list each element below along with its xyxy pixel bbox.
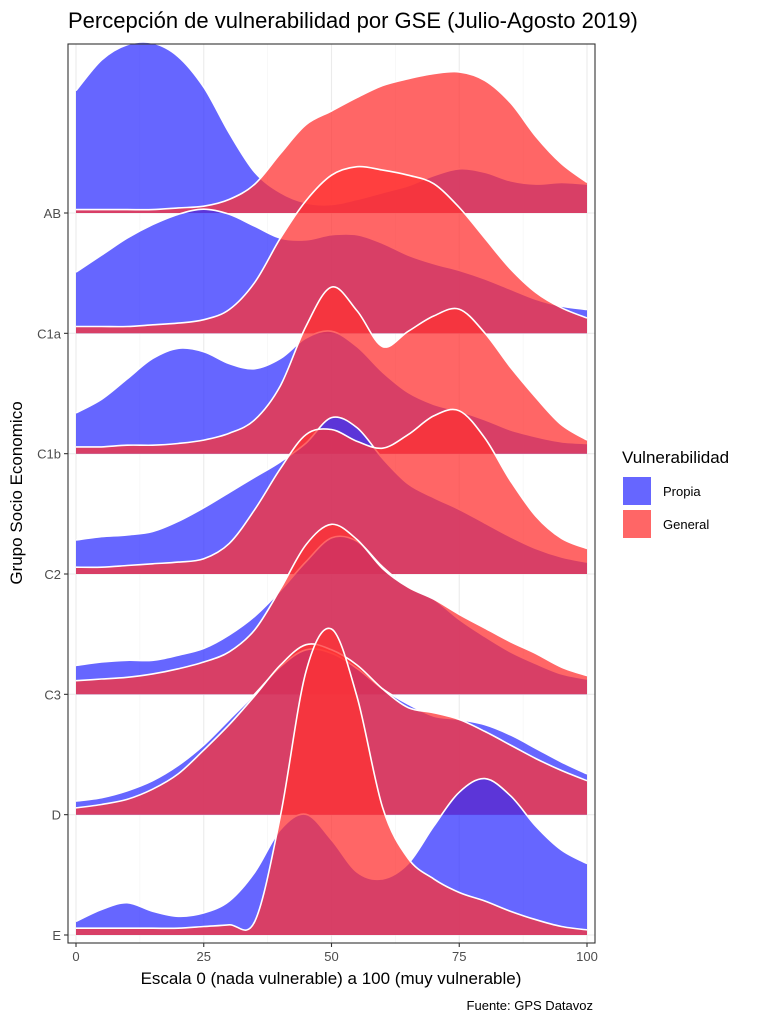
plot-panel <box>67 41 596 944</box>
density-area-general <box>76 628 587 935</box>
y-tick-label: C1a <box>37 326 62 341</box>
x-axis-title: Escala 0 (nada vulnerable) a 100 (muy vu… <box>141 969 522 988</box>
legend-label-propia: Propia <box>663 484 701 499</box>
density-outline-general <box>75 286 588 448</box>
legend-key-propia <box>623 477 651 505</box>
y-axis-title: Grupo Socio Economico <box>7 401 26 584</box>
y-tick-label: D <box>52 808 61 823</box>
caption: Fuente: GPS Datavoz <box>467 998 593 1013</box>
x-tick-label: 25 <box>197 949 211 964</box>
y-tick-label: C1b <box>37 447 61 462</box>
chart-title: Percepción de vulnerabilidad por GSE (Ju… <box>68 8 638 33</box>
ridge-c2 <box>75 408 588 574</box>
ridge-c1a <box>75 165 588 334</box>
density-area-general <box>76 71 587 213</box>
legend: Vulnerabilidad Propia General <box>622 448 729 538</box>
density-outline-general <box>76 70 588 211</box>
density-outline-general <box>75 523 588 682</box>
ridge-e <box>75 627 588 935</box>
density-outline-general <box>75 627 588 931</box>
y-tick-label: C2 <box>44 567 61 582</box>
x-axis: 0 25 50 75 100 <box>72 943 598 964</box>
ridges <box>75 41 588 935</box>
legend-label-general: General <box>663 517 709 532</box>
density-outline-general <box>76 165 588 328</box>
y-axis: AB C1a C1b C2 C3 D E <box>37 206 68 943</box>
x-tick-label: 0 <box>72 949 79 964</box>
x-tick-label: 75 <box>452 949 466 964</box>
density-area-general <box>76 524 587 695</box>
ridge-c3 <box>75 523 588 695</box>
y-tick-label: C3 <box>44 687 61 702</box>
x-tick-label: 50 <box>324 949 338 964</box>
legend-title: Vulnerabilidad <box>622 448 729 467</box>
density-outline-general <box>75 408 588 569</box>
y-tick-label: AB <box>44 206 61 221</box>
y-tick-label: E <box>52 928 61 943</box>
density-area-general <box>76 409 587 574</box>
x-tick-label: 100 <box>576 949 598 964</box>
legend-key-general <box>623 510 651 538</box>
